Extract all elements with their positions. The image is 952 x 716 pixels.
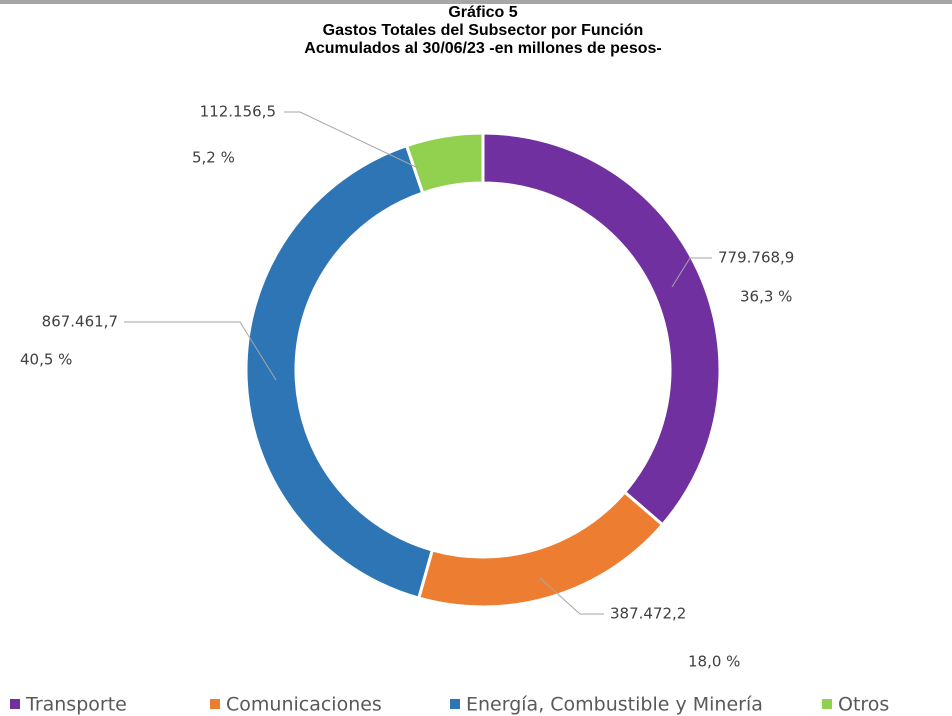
legend-label: Comunicaciones — [226, 694, 382, 716]
legend-swatch — [450, 699, 460, 709]
chart-title: Acumulados al 30/06/23 -en millones de p… — [304, 40, 661, 57]
percentage-label: 5,2 % — [192, 149, 235, 167]
top-border — [0, 0, 952, 4]
donut-slice — [404, 131, 485, 195]
leader-line — [124, 321, 277, 381]
chart-title: Gastos Totales del Subsector por Función — [323, 22, 644, 39]
legend-swatch — [210, 699, 220, 709]
donut-slice — [244, 143, 435, 600]
percentage-label: 40,5 % — [20, 351, 72, 369]
legend-swatch — [10, 699, 20, 709]
chart-title: Gráfico 5 — [448, 4, 517, 21]
legend-swatch — [822, 699, 832, 709]
value-label: 112.156,5 — [200, 103, 276, 121]
value-label: 387.472,2 — [610, 605, 686, 623]
value-label: 779.768,9 — [718, 249, 794, 267]
leader-line — [284, 111, 419, 169]
percentage-label: 18,0 % — [688, 653, 740, 671]
legend-label: Otros — [838, 694, 889, 716]
leader-line — [671, 257, 712, 288]
donut-slice — [481, 131, 722, 527]
value-label: 867.461,7 — [42, 313, 118, 331]
leader-line — [539, 577, 604, 615]
legend-label: Energía, Combustible y Minería — [466, 694, 763, 716]
legend-label: Transporte — [25, 694, 127, 716]
donut-slice — [416, 489, 665, 609]
percentage-label: 36,3 % — [740, 288, 792, 306]
